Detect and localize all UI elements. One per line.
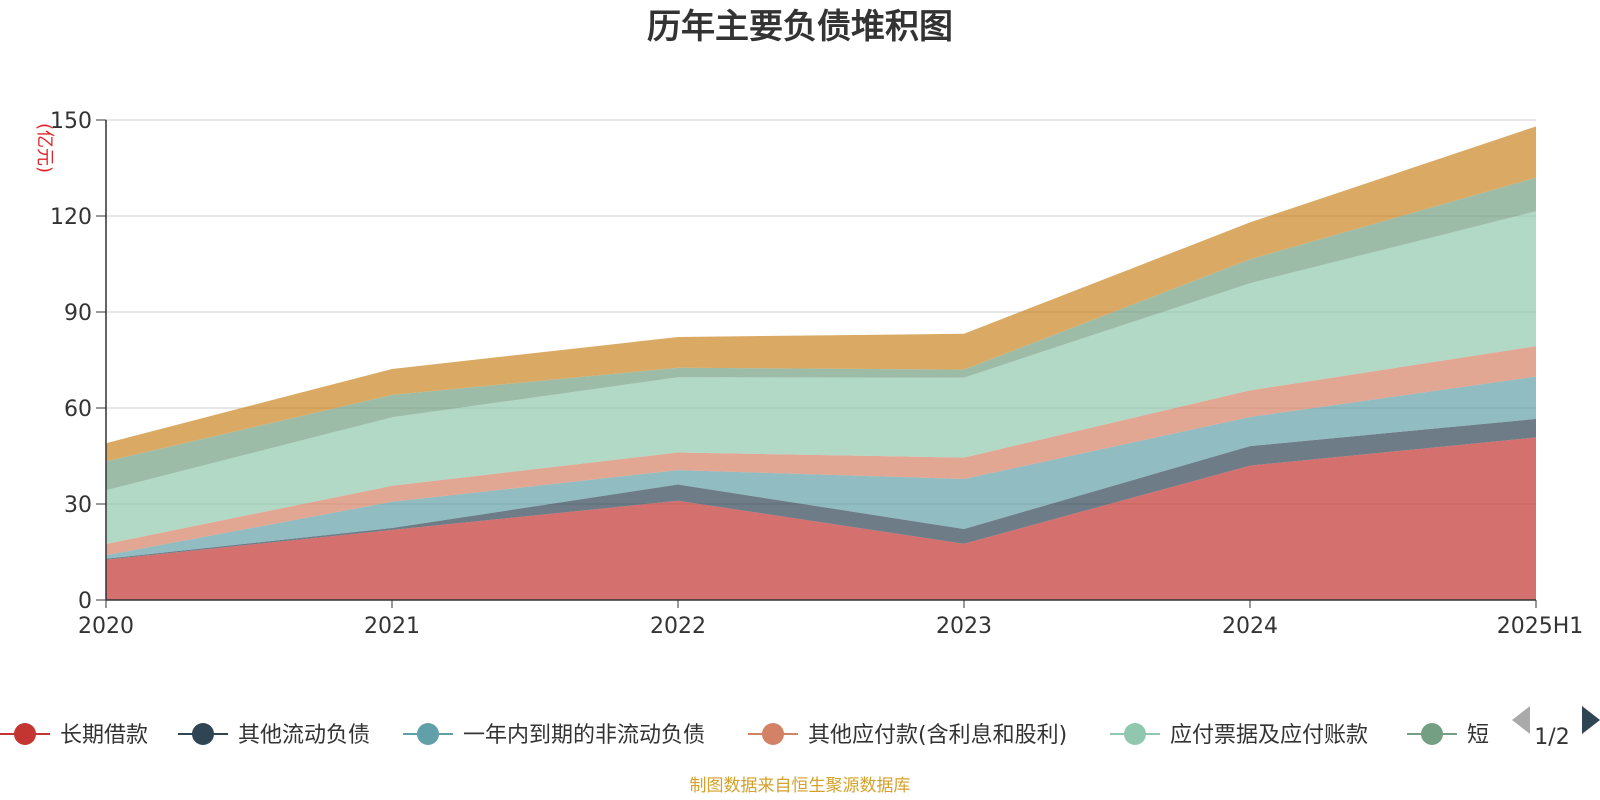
x-tick-label: 2024 — [1222, 614, 1278, 639]
legend-page-indicator: 1/2 — [1534, 725, 1569, 750]
x-tick-label: 2023 — [936, 614, 992, 639]
legend-marker-icon — [1421, 723, 1443, 745]
data-source-note: 制图数据来自恒生聚源数据库 — [690, 776, 911, 796]
y-axis-unit-label: (亿元) — [34, 123, 55, 173]
y-tick-label: 90 — [64, 301, 92, 326]
legend-item-5[interactable]: 应付票据及应付账款 — [1110, 723, 1368, 748]
area-series-1 — [106, 437, 1536, 600]
legend-item-2[interactable]: 其他流动负债 — [178, 723, 370, 748]
legend-marker-icon — [192, 723, 214, 745]
y-tick-label: 150 — [50, 109, 92, 134]
legend-item-3[interactable]: 一年内到期的非流动负债 — [403, 723, 705, 748]
legend-pager: 1/2 — [1512, 706, 1600, 750]
legend-marker-icon — [762, 723, 784, 745]
legend-label: 其他流动负债 — [238, 723, 370, 748]
legend-marker-icon — [1124, 723, 1146, 745]
legend-marker-icon — [417, 723, 439, 745]
legend-prev-icon[interactable] — [1512, 706, 1530, 734]
axes: 0 30 60 90 120 150 2020 2021 2022 2023 2024 2025H1 — [50, 109, 1583, 639]
y-tick-label: 60 — [64, 397, 92, 422]
legend-item-1[interactable]: 长期借款 — [0, 723, 148, 748]
area-series-7 — [106, 126, 1536, 462]
area-series-2 — [106, 418, 1536, 560]
area-series-3 — [106, 376, 1536, 559]
legend-marker-icon — [14, 723, 36, 745]
legend-next-icon[interactable] — [1582, 706, 1600, 734]
legend-label: 短 — [1467, 723, 1489, 748]
legend-label: 其他应付款(含利息和股利) — [808, 723, 1067, 748]
y-tick-label: 30 — [64, 493, 92, 518]
area-series-5 — [106, 211, 1536, 544]
legend-label: 长期借款 — [60, 723, 148, 748]
legend: 长期借款 其他流动负债 一年内到期的非流动负债 其他应付款(含利息和股利) 应付票据及应… — [0, 723, 1489, 748]
area-series — [106, 126, 1536, 600]
y-tick-label: 120 — [50, 205, 92, 230]
legend-label: 一年内到期的非流动负债 — [463, 723, 705, 748]
x-tick-label: 2021 — [364, 614, 420, 639]
x-tick-label: 2022 — [650, 614, 706, 639]
y-tick-label: 0 — [78, 589, 92, 614]
x-tick-label: 2020 — [78, 614, 134, 639]
x-tick-label: 2025H1 — [1497, 614, 1584, 639]
legend-item-6[interactable]: 短 — [1407, 723, 1489, 748]
chart-title: 历年主要负债堆积图 — [647, 7, 953, 47]
legend-label: 应付票据及应付账款 — [1170, 723, 1368, 748]
legend-item-4[interactable]: 其他应付款(含利息和股利) — [748, 723, 1067, 748]
